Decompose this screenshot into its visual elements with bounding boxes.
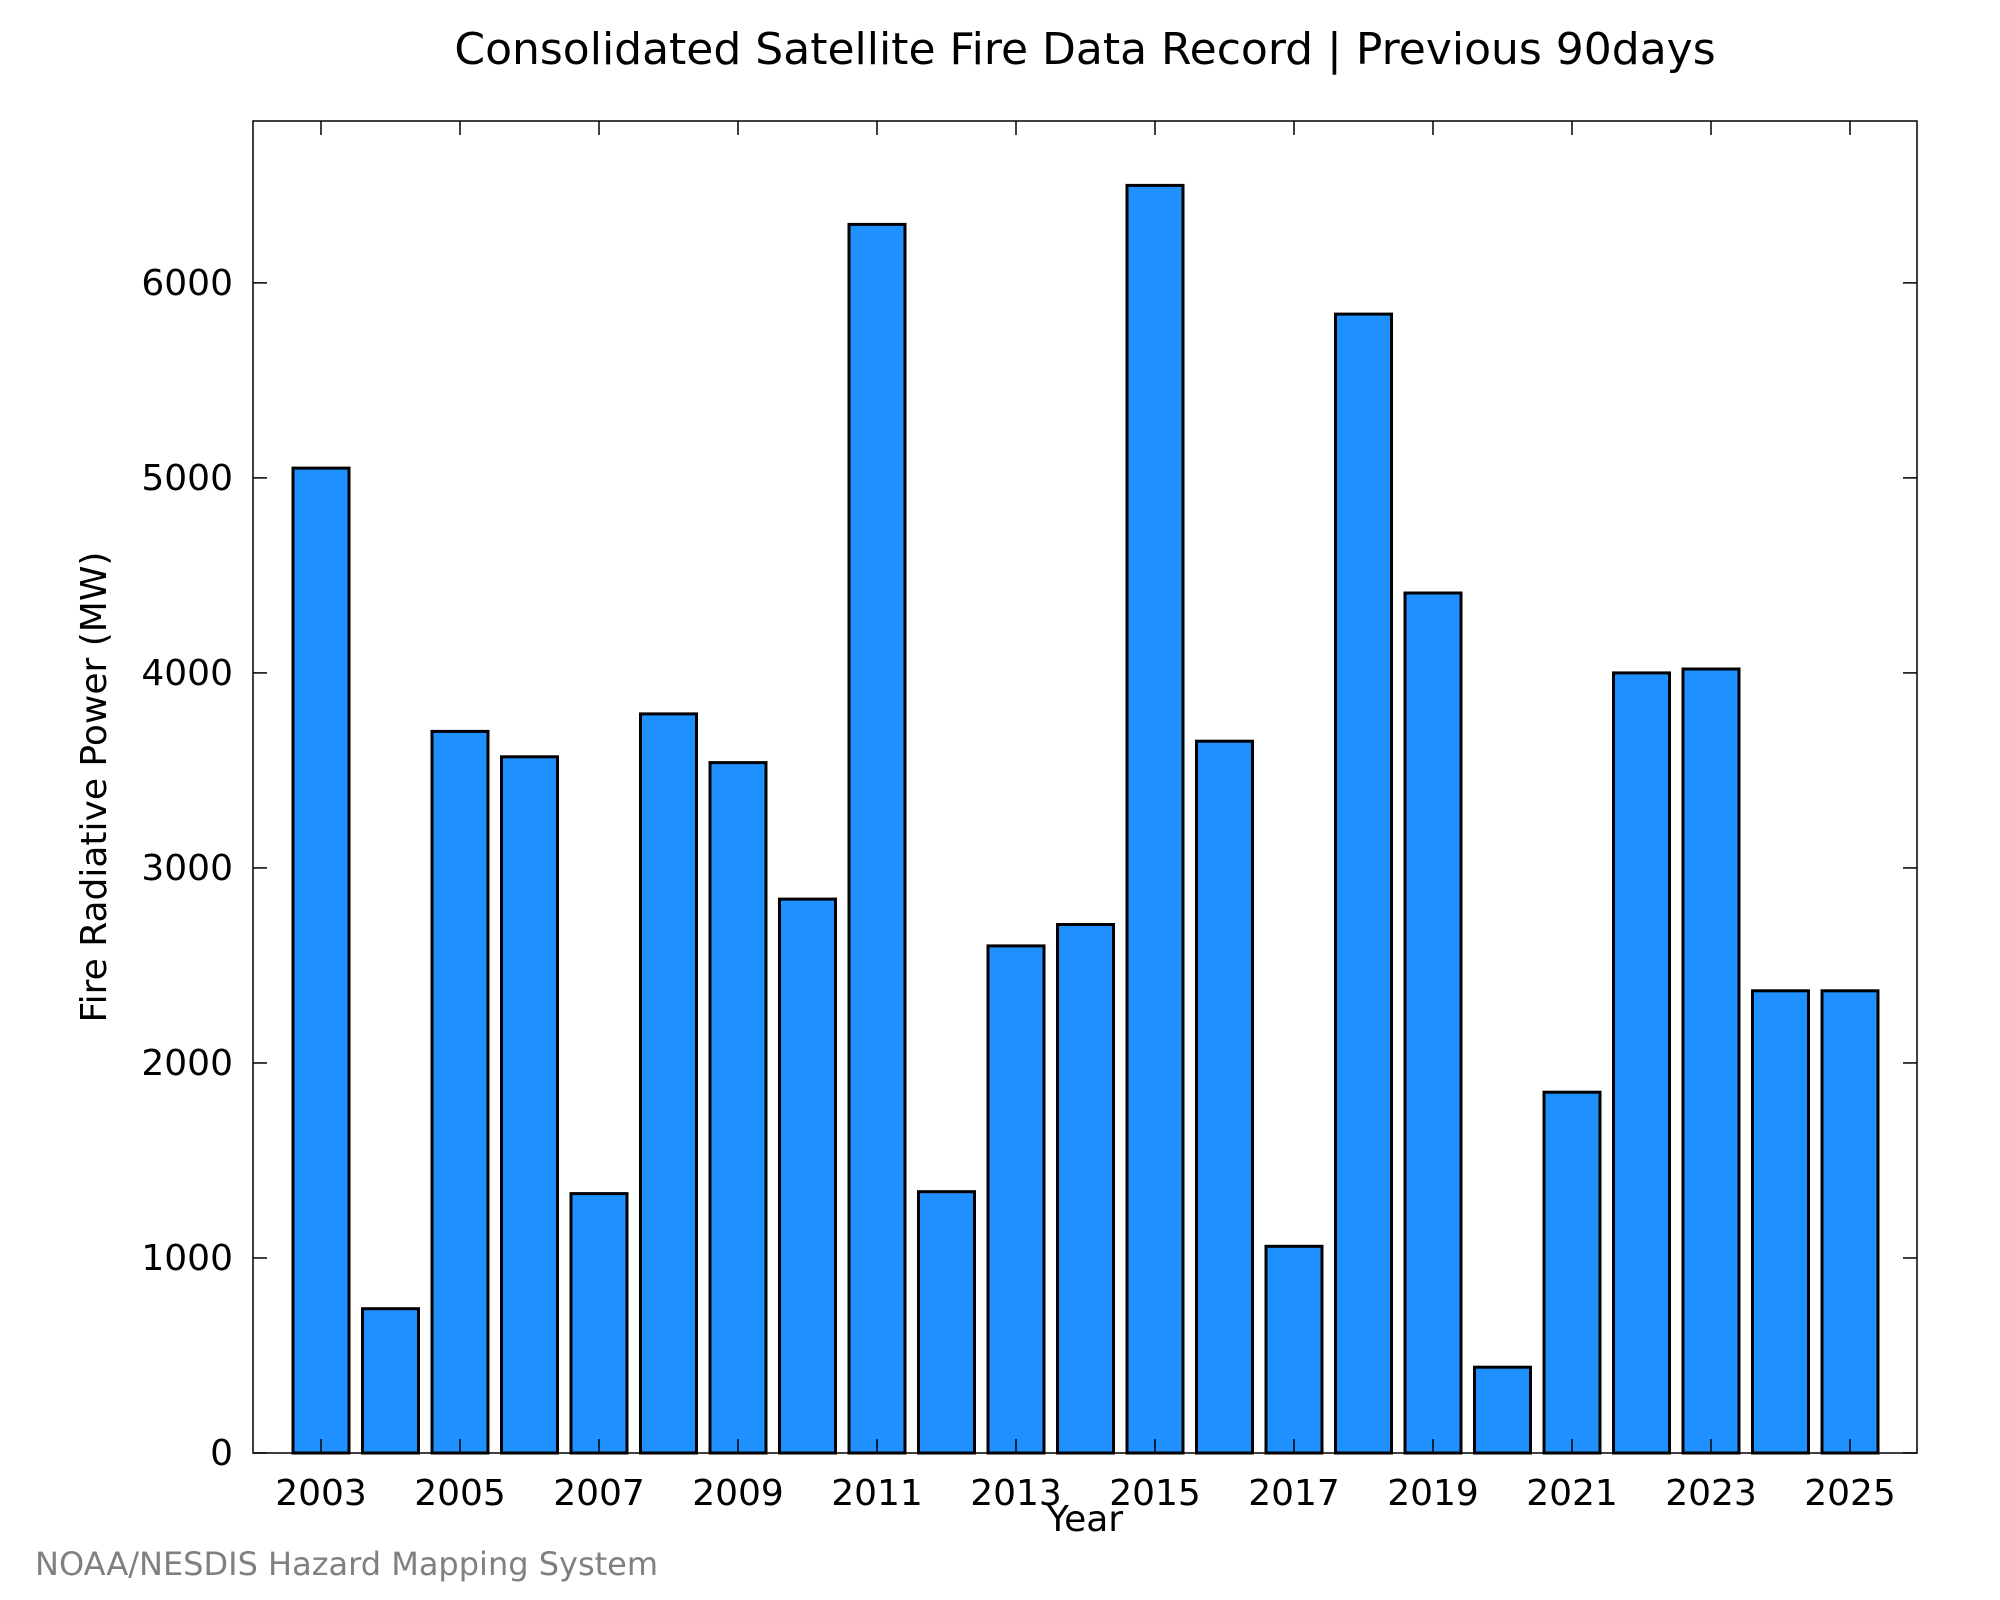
x-tick-label: 2019 <box>1387 1473 1479 1514</box>
bar-2021 <box>1542 1090 1602 1455</box>
plot-frame <box>252 120 1918 1454</box>
bar-2016 <box>1195 739 1254 1455</box>
y-tick-label: 3000 <box>141 848 233 889</box>
bar-2014 <box>1056 923 1115 1455</box>
x-tick-label: 2015 <box>1109 1473 1201 1514</box>
x-tick-label: 2013 <box>970 1473 1062 1514</box>
bar-2019 <box>1403 591 1463 1455</box>
bar-2013 <box>986 944 1046 1455</box>
bar-2018 <box>1334 312 1393 1455</box>
x-axis-label: Year <box>1046 1499 1123 1540</box>
x-tick-label: 2005 <box>414 1473 506 1514</box>
bar-2024 <box>1751 989 1810 1455</box>
y-tick-label: 4000 <box>141 653 233 694</box>
x-tick-label: 2021 <box>1526 1473 1618 1514</box>
bar-2015 <box>1125 183 1185 1455</box>
bar-2004 <box>361 1307 420 1455</box>
y-axis: 0 1000 2000 3000 4000 5000 6000 <box>141 263 1917 1474</box>
bar-series <box>291 183 1880 1455</box>
bar-2023 <box>1681 667 1741 1455</box>
y-tick-label: 5000 <box>141 458 233 499</box>
chart-title: Consolidated Satellite Fire Data Record … <box>454 24 1715 75</box>
y-axis-label: Fire Radiative Power (MW) <box>74 552 115 1023</box>
x-tick-label: 2023 <box>1665 1473 1757 1514</box>
bar-2003 <box>291 466 351 1455</box>
x-tick-label: 2017 <box>1248 1473 1340 1514</box>
bar-2007 <box>569 1192 629 1455</box>
bar-2022 <box>1612 671 1671 1455</box>
x-tick-label: 2009 <box>692 1473 784 1514</box>
bar-2020 <box>1473 1365 1532 1455</box>
bar-2025 <box>1820 989 1880 1455</box>
y-tick-label: 0 <box>210 1433 233 1474</box>
y-tick-label: 2000 <box>141 1043 233 1084</box>
bar-2006 <box>500 755 559 1455</box>
y-tick-label: 6000 <box>141 263 233 304</box>
bar-2010 <box>778 897 837 1455</box>
bar-2009 <box>708 761 768 1455</box>
x-tick-label: 2007 <box>553 1473 645 1514</box>
x-axis: 2003 2005 2007 2009 2011 2013 2015 2017 2019 2021… <box>275 121 1896 1514</box>
x-tick-label: 2003 <box>275 1473 367 1514</box>
x-tick-label: 2011 <box>831 1473 923 1514</box>
y-tick-label: 1000 <box>141 1238 233 1279</box>
bar-2008 <box>639 712 698 1455</box>
bar-2005 <box>430 729 490 1455</box>
credit-text: NOAA/NESDIS Hazard Mapping System <box>35 1545 658 1583</box>
bar-2017 <box>1264 1244 1324 1455</box>
bar-2011 <box>847 222 907 1455</box>
bar-2012 <box>917 1190 976 1455</box>
x-tick-label: 2025 <box>1804 1473 1896 1514</box>
